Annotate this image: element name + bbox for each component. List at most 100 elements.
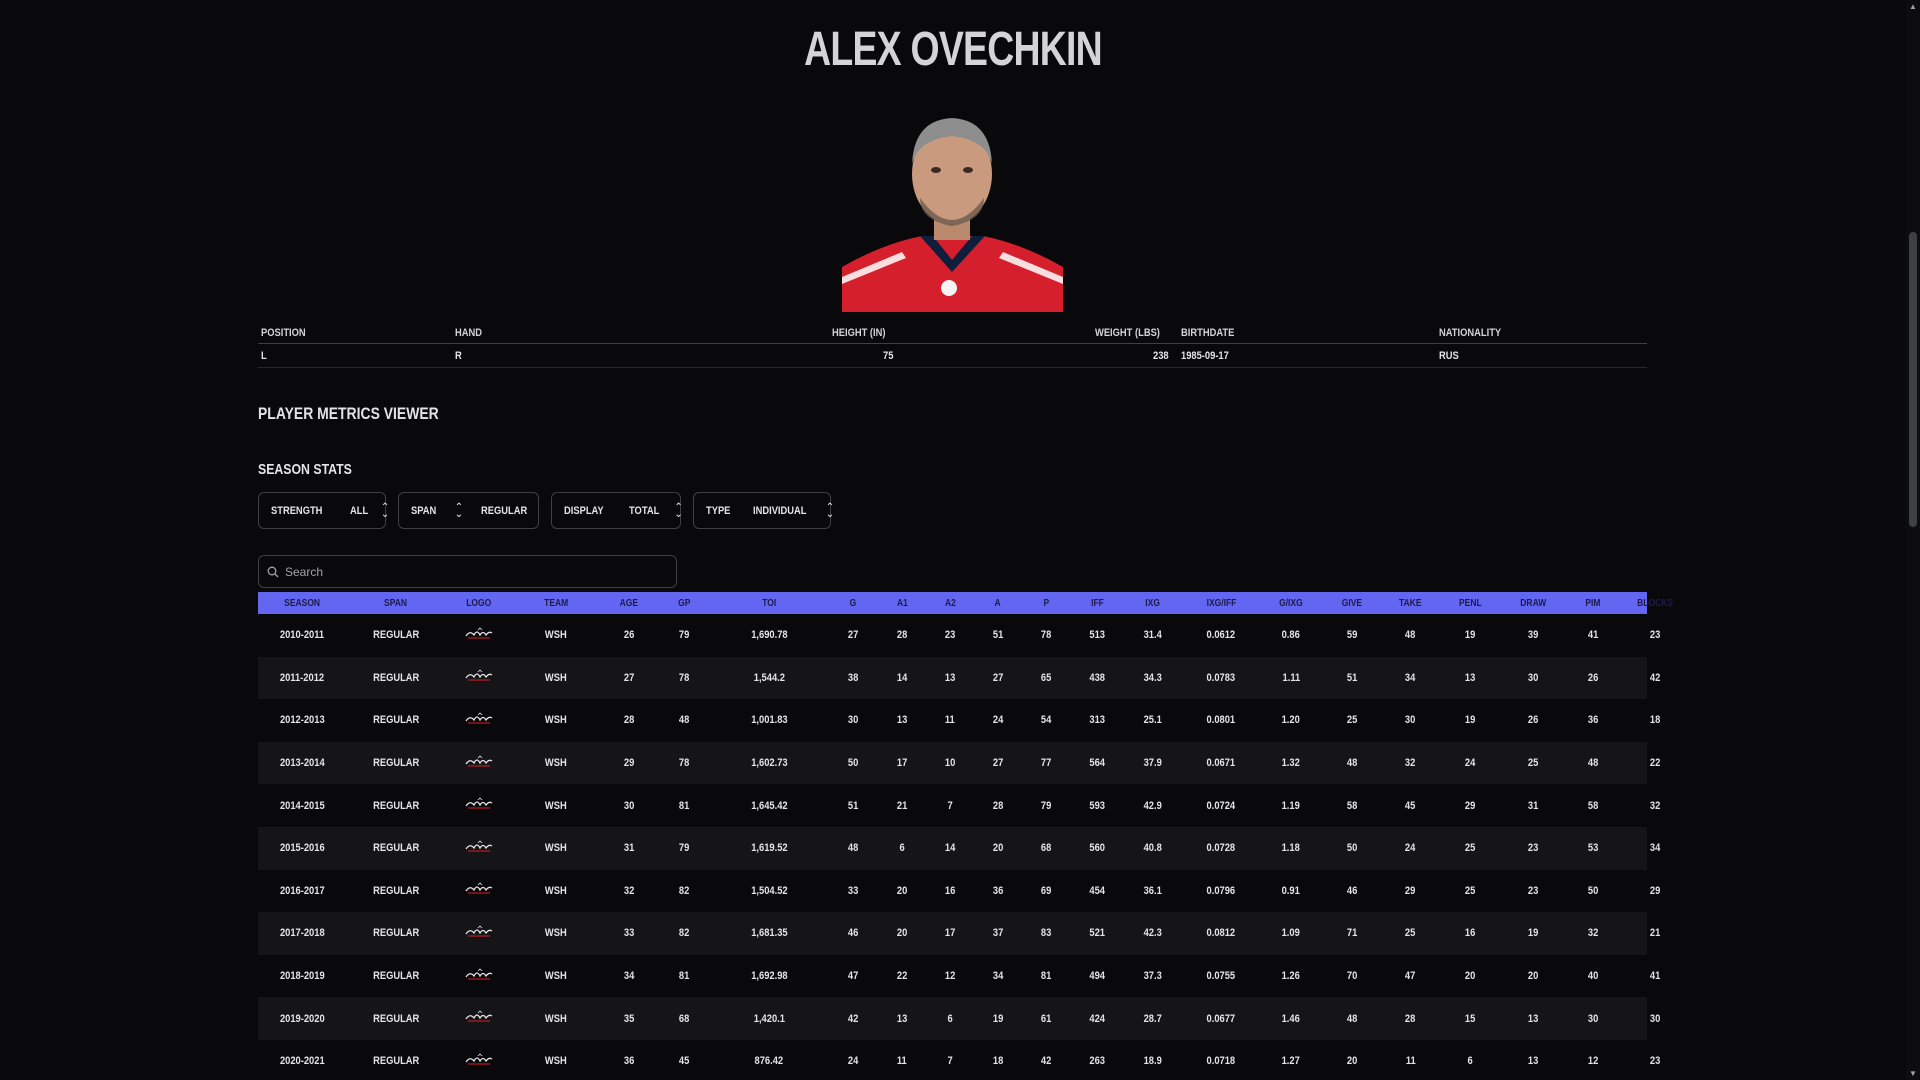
cell-give: 70: [1346, 970, 1358, 983]
table-row: 2019-2020 REGULAR WSH 35 68 1,420.1 42 13 6 19 61 4…: [258, 997, 1660, 1040]
column-header-gp[interactable]: GP: [677, 597, 691, 609]
column-header-g-ixg[interactable]: G/IXG: [1279, 597, 1303, 609]
column-header-give[interactable]: GIVE: [1341, 597, 1363, 609]
cell-penl: 16: [1465, 927, 1476, 940]
column-header-a2[interactable]: A2: [944, 597, 956, 609]
column-header-span[interactable]: SPAN: [384, 597, 408, 609]
cell-pim: 53: [1587, 842, 1599, 855]
cell-season: 2012-2013: [279, 714, 325, 727]
cell-g: 42: [847, 1012, 859, 1025]
cell-season: 2020-2021: [279, 1055, 325, 1068]
cell-give: 71: [1346, 927, 1358, 940]
strength-filter[interactable]: STRENGTH ALL ⌃ ⌄: [258, 492, 389, 529]
cell-season: 2011-2012: [279, 671, 325, 684]
cell-draw: 19: [1527, 927, 1539, 940]
scroll-up-arrow-icon[interactable]: ▲: [1909, 2, 1917, 11]
table-row: 2016-2017 REGULAR WSH 32 82 1,504.52 33 20 16 36 6…: [258, 870, 1660, 913]
column-header-team[interactable]: TEAM: [543, 597, 569, 609]
cell-g: 38: [847, 671, 859, 684]
column-header-pim[interactable]: PIM: [1585, 597, 1601, 609]
cell-a: 27: [992, 757, 1004, 770]
span-filter[interactable]: SPAN ⌃ ⌄ REGULAR: [398, 492, 539, 529]
cell-a2: 7: [947, 1055, 953, 1068]
cell-a: 27: [992, 671, 1004, 684]
cell-blocks: 42: [1649, 671, 1661, 684]
cell-a2: 11: [945, 714, 955, 727]
column-header-iff[interactable]: IFF: [1090, 597, 1104, 609]
cell-age: 34: [623, 970, 635, 983]
info-value-birthdate: 1985-09-17: [1181, 349, 1229, 362]
cell-blocks: 30: [1649, 1012, 1661, 1025]
column-header-logo[interactable]: LOGO: [466, 597, 492, 609]
cell-team: WSH: [545, 1012, 567, 1025]
column-header-a[interactable]: A: [994, 597, 1002, 609]
cell-toi: 1,504.52: [750, 884, 788, 897]
column-header-toi[interactable]: TOI: [761, 597, 776, 609]
info-value-position: L: [261, 349, 267, 362]
cell-pim: 50: [1587, 884, 1599, 897]
column-header-take[interactable]: TAKE: [1399, 597, 1422, 609]
cell-a2: 23: [944, 629, 956, 642]
cell-season: 2015-2016: [279, 842, 325, 855]
capitals-logo-icon: [446, 1053, 512, 1070]
cell-pim: 30: [1587, 1012, 1599, 1025]
search-box[interactable]: [258, 555, 677, 588]
column-header-g[interactable]: G: [849, 597, 857, 609]
cell-iff: 513: [1089, 629, 1105, 642]
table-row: 2012-2013 REGULAR WSH 28 48 1,001.83 30 13 11 24 5…: [258, 699, 1660, 742]
cell-a1: 20: [896, 884, 908, 897]
cell-blocks: 22: [1649, 757, 1661, 770]
cell-pim: 40: [1587, 970, 1599, 983]
cell-team: WSH: [545, 1055, 567, 1068]
column-header-blocks[interactable]: BLOCKS: [1637, 597, 1673, 609]
cell-give: 48: [1346, 1012, 1358, 1025]
column-header-draw[interactable]: DRAW: [1520, 597, 1546, 609]
cell-take: 28: [1405, 1012, 1416, 1025]
search-icon: [267, 566, 279, 577]
cell-a1: 6: [899, 842, 905, 855]
column-header-penl[interactable]: PENL: [1459, 597, 1482, 609]
cell-pim: 41: [1587, 629, 1599, 642]
column-header-season[interactable]: SEASON: [284, 597, 320, 609]
cell-a1: 28: [896, 629, 908, 642]
cell-pim: 26: [1587, 671, 1599, 684]
display-filter[interactable]: DISPLAY TOTAL ⌃ ⌄: [551, 492, 683, 529]
search-input[interactable]: [285, 564, 665, 579]
cell-g: 24: [847, 1055, 859, 1068]
cell-gp: 81: [678, 970, 690, 983]
cell-iff: 424: [1089, 1012, 1105, 1025]
cell-give: 48: [1346, 757, 1358, 770]
scrollbar-thumb[interactable]: [1909, 232, 1917, 527]
scroll-down-arrow-icon[interactable]: ▼: [1909, 1069, 1917, 1078]
cell-ixg: 18.9: [1143, 1055, 1162, 1068]
cell-iff: 560: [1089, 842, 1105, 855]
span-filter-label: SPAN: [411, 504, 437, 517]
cell-penl: 13: [1465, 671, 1476, 684]
cell-ixg-iff: 0.0796: [1206, 884, 1236, 897]
filter-bar: STRENGTH ALL ⌃ ⌄ SPAN ⌃ ⌄ REGULAR DISPLAY …: [258, 492, 834, 529]
cell-ixg: 42.9: [1143, 799, 1162, 812]
cell-blocks: 32: [1649, 799, 1661, 812]
strength-filter-value: ALL: [349, 504, 368, 517]
column-header-a1[interactable]: A1: [896, 597, 908, 609]
cell-penl: 24: [1465, 757, 1476, 770]
cell-gp: 82: [678, 884, 690, 897]
cell-a: 18: [992, 1055, 1004, 1068]
cell-age: 36: [623, 1055, 635, 1068]
cell-take: 45: [1405, 799, 1416, 812]
player-info-header: POSITION HAND HEIGHT (IN) WEIGHT (LBS) B…: [258, 322, 1647, 344]
cell-a: 37: [992, 927, 1004, 940]
cell-team: WSH: [545, 842, 567, 855]
cell-pim: 58: [1587, 799, 1599, 812]
cell-toi: 1,619.52: [750, 842, 788, 855]
cell-a1: 21: [896, 799, 908, 812]
cell-age: 32: [623, 884, 635, 897]
type-filter[interactable]: TYPE INDIVIDUAL ⌃ ⌄: [693, 492, 834, 529]
cell-season: 2019-2020: [279, 1012, 325, 1025]
column-header-p[interactable]: P: [1043, 597, 1049, 609]
column-header-ixg[interactable]: IXG: [1145, 597, 1160, 609]
column-header-age[interactable]: AGE: [619, 597, 639, 609]
scrollbar[interactable]: ▲ ▼: [1906, 0, 1920, 1080]
column-header-ixg-iff[interactable]: IXG/IFF: [1206, 597, 1236, 609]
cell-p: 79: [1040, 799, 1052, 812]
